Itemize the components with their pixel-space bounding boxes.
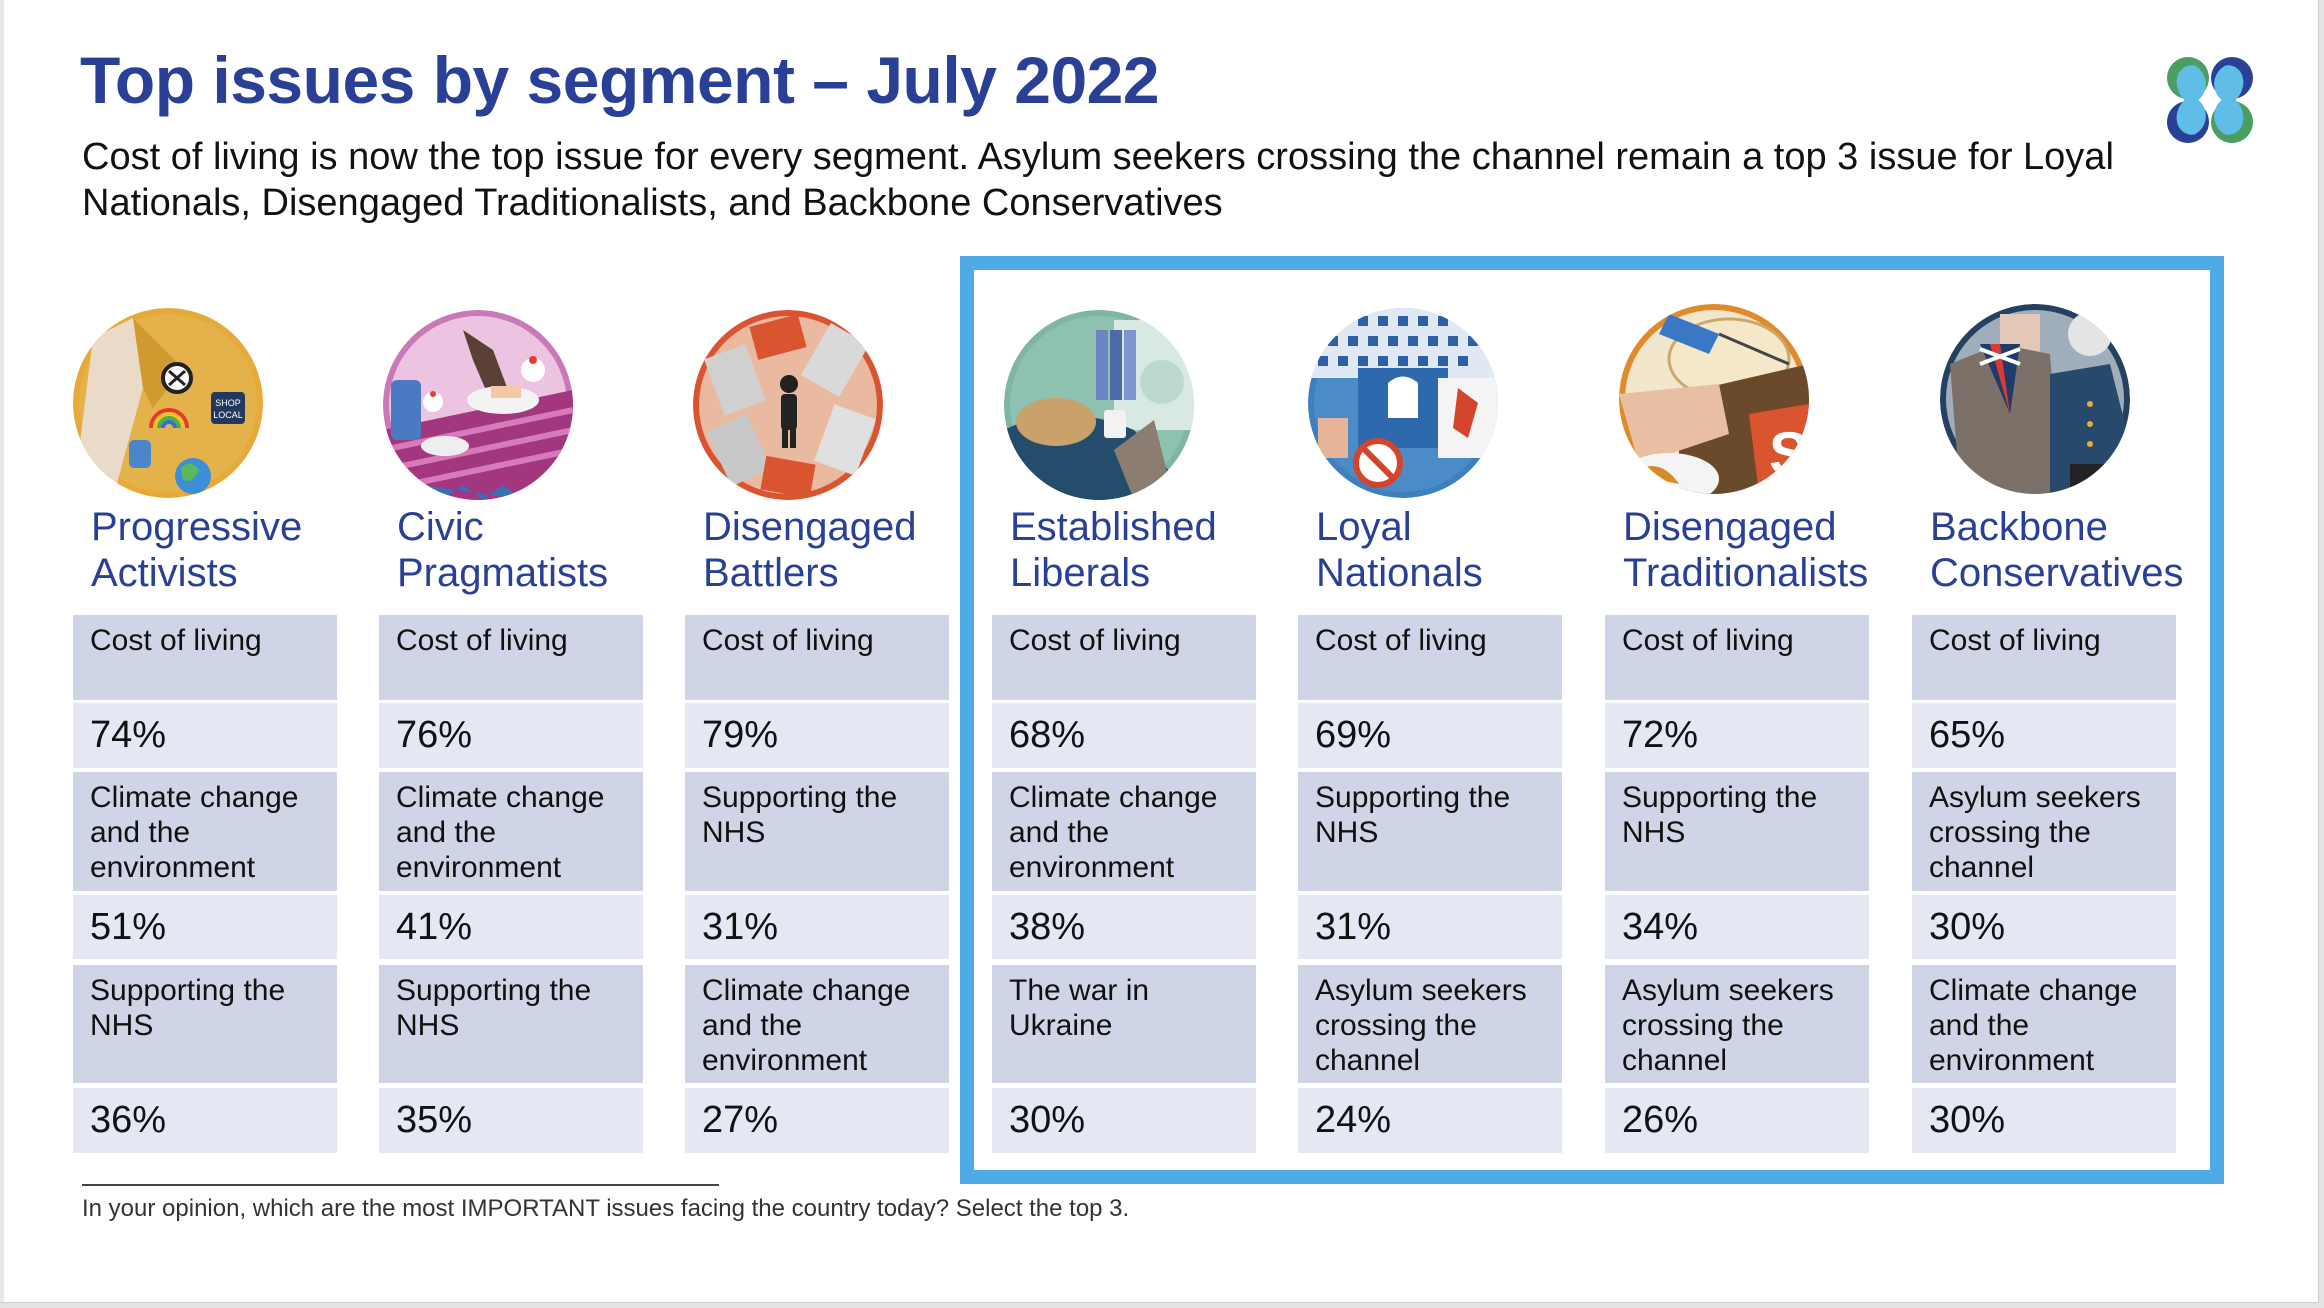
svg-text:LOCAL: LOCAL (213, 410, 243, 420)
issue-value: 72% (1605, 703, 1869, 768)
issue-label: Supporting the NHS (379, 965, 643, 1083)
issue-value: 31% (685, 895, 949, 959)
segment-name-line2: Nationals (1316, 551, 1483, 595)
issue-value: 26% (1605, 1088, 1869, 1153)
issue-value: 30% (1912, 1088, 2176, 1153)
segment-name-line2: Battlers (703, 551, 839, 595)
issue-label: Supporting the NHS (685, 772, 949, 891)
issue-label: Cost of living (1605, 615, 1869, 700)
svg-text:SHOP: SHOP (215, 398, 241, 408)
issue-value: 35% (379, 1088, 643, 1153)
issue-value: 30% (992, 1088, 1256, 1153)
segment-name: Established Liberals (1010, 504, 1290, 596)
cat-books-globe-illustration-icon (1004, 310, 1194, 500)
segment-name-line2: Traditionalists (1623, 551, 1869, 595)
issue-label: The war in Ukraine (992, 965, 1256, 1083)
issue-value: 41% (379, 895, 643, 959)
issue-label: Climate change and the environment (1912, 965, 2176, 1083)
issue-value: 74% (73, 703, 337, 768)
segment-name: Backbone Conservatives (1930, 504, 2210, 596)
issue-value: 51% (73, 895, 337, 959)
issue-label: Supporting the NHS (73, 965, 337, 1083)
segment-name-line1: Progressive (91, 505, 303, 549)
knight-flag-illustration-icon (1308, 308, 1498, 498)
issue-label: Asylum seekers crossing the channel (1912, 772, 2176, 891)
issue-label: Cost of living (992, 615, 1256, 700)
issue-label: Cost of living (685, 615, 949, 700)
issue-label: Cost of living (379, 615, 643, 700)
union-jack-couple-illustration-icon (1940, 304, 2130, 494)
person-surrounded-by-bills-illustration-icon (693, 310, 883, 500)
issue-label: Cost of living (1298, 615, 1562, 700)
segment-name-line1: Disengaged (1623, 505, 1837, 549)
issue-value: 79% (685, 703, 949, 768)
issue-label: Climate change and the environment (379, 772, 643, 891)
issue-value: 36% (73, 1088, 337, 1153)
issue-label: Climate change and the environment (685, 965, 949, 1083)
issue-value: 69% (1298, 703, 1562, 768)
highlight-box (960, 256, 2224, 1184)
issue-label: Supporting the NHS (1298, 772, 1562, 891)
segment-name: Civic Pragmatists (397, 504, 677, 596)
segment-name: Disengaged Traditionalists (1623, 504, 1903, 596)
segment-name-line1: Civic (397, 505, 484, 549)
issue-value: 24% (1298, 1088, 1562, 1153)
issue-value: 68% (992, 703, 1256, 768)
segment-name: Loyal Nationals (1316, 504, 1596, 596)
segment-name-line2: Activists (91, 551, 238, 595)
segment-name-line2: Liberals (1010, 551, 1151, 595)
issue-label: Cost of living (1912, 615, 2176, 700)
bake-sale-illustration-icon (383, 310, 573, 500)
segment-name-line1: Disengaged (703, 505, 917, 549)
segment-name-line1: Established (1010, 505, 1217, 549)
issue-label: Cost of living (73, 615, 337, 700)
four-circle-clover-logo-icon (2167, 57, 2253, 143)
segment-name-line2: Conservatives (1930, 551, 2184, 595)
issue-value: 27% (685, 1088, 949, 1153)
issue-label: Asylum seekers crossing the channel (1605, 965, 1869, 1083)
ale-darts-illustration-icon: S (1619, 304, 1809, 494)
segment-name-line2: Pragmatists (397, 551, 609, 595)
issue-value: 34% (1605, 895, 1869, 959)
segment-name-line1: Loyal (1316, 505, 1412, 549)
issue-label: Supporting the NHS (1605, 772, 1869, 891)
jacket-badges-illustration-icon: SHOP LOCAL (73, 308, 263, 498)
page-title: Top issues by segment – July 2022 (80, 43, 1160, 117)
segment-name: Progressive Activists (91, 504, 371, 596)
segment-name: Disengaged Battlers (703, 504, 983, 596)
issue-value: 31% (1298, 895, 1562, 959)
footer-divider (82, 1184, 719, 1186)
slide-edge (0, 0, 4, 1302)
issue-value: 65% (1912, 703, 2176, 768)
issue-value: 30% (1912, 895, 2176, 959)
issue-label: Climate change and the environment (992, 772, 1256, 891)
segment-name-line1: Backbone (1930, 505, 2108, 549)
issue-label: Climate change and the environment (73, 772, 337, 891)
issue-label: Asylum seekers crossing the channel (1298, 965, 1562, 1083)
page-subtitle: Cost of living is now the top issue for … (82, 136, 2114, 224)
survey-question-note: In your opinion, which are the most IMPO… (82, 1195, 1130, 1222)
issue-value: 38% (992, 895, 1256, 959)
issue-value: 76% (379, 703, 643, 768)
